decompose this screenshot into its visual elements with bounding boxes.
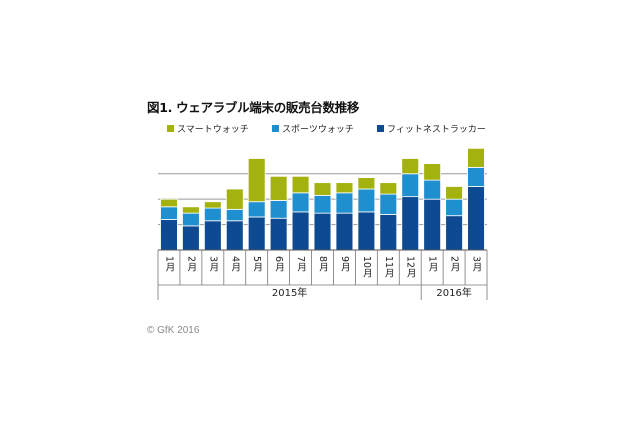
bar-fitness-tracker-2: [182, 225, 200, 251]
legend-item-sports-watch: スポーツウォッチ: [272, 122, 354, 135]
year-label-0: 2015年: [272, 286, 307, 299]
bar-fitness-tracker-6: [269, 217, 288, 251]
legend-label-smartwatch: スマートウォッチ: [177, 125, 249, 135]
copyright-text: © GfK 2016: [147, 325, 200, 336]
bar-sports-watch-2: [182, 212, 200, 227]
bar-sports-watch-13: [423, 179, 442, 200]
bar-smartwatch-7: [291, 175, 310, 194]
bar-smartwatch-6: [269, 175, 288, 201]
bar-smartwatch-13: [423, 163, 442, 181]
legend-label-sports-watch: スポーツウォッチ: [282, 125, 354, 135]
bar-smartwatch-12: [401, 158, 420, 175]
bar-smartwatch-8: [313, 182, 332, 196]
legend-swatch-fitness-tracker: [377, 125, 384, 132]
x-tick-label-5: 5月: [251, 256, 263, 272]
bar-sports-watch-6: [269, 200, 288, 219]
legend-swatch-smartwatch: [167, 125, 174, 132]
x-tick-label-11: 11月: [383, 256, 395, 278]
bar-sports-watch-8: [313, 194, 332, 214]
x-tick-label-8: 8月: [317, 256, 329, 272]
bar-fitness-tracker-8: [313, 212, 332, 251]
bar-fitness-tracker-14: [445, 215, 463, 251]
legend-swatch-sports-watch: [272, 125, 279, 132]
x-tick-label-12: 12月: [405, 256, 417, 278]
bar-sports-watch-15: [467, 167, 485, 187]
bar-fitness-tracker-3: [203, 220, 222, 251]
x-tick-label-10: 10月: [361, 256, 373, 278]
x-tick-label-13: 1月: [427, 256, 439, 272]
bar-fitness-tracker-15: [467, 186, 485, 251]
bar-fitness-tracker-9: [335, 212, 354, 251]
x-tick-label-3: 3月: [207, 256, 219, 272]
legend: スマートウォッチ スポーツウォッチ フィットネストラッカー: [167, 122, 487, 136]
bar-smartwatch-2: [182, 206, 200, 214]
x-tick-label-6: 6月: [273, 256, 285, 272]
bar-smartwatch-4: [225, 188, 244, 210]
bar-sports-watch-1: [160, 206, 178, 220]
bar-sports-watch-7: [291, 192, 310, 213]
bar-sports-watch-10: [357, 188, 376, 213]
bar-smartwatch-10: [357, 177, 376, 190]
bar-sports-watch-14: [445, 198, 463, 217]
bar-fitness-tracker-13: [423, 198, 442, 251]
x-tick-label-1: 1月: [163, 256, 175, 272]
bar-smartwatch-1: [160, 198, 178, 208]
chart-title: 図1. ウェアラブル端末の販売台数推移: [147, 100, 360, 115]
year-label-1: 2016年: [436, 286, 471, 299]
bar-fitness-tracker-11: [379, 214, 398, 251]
bar-fitness-tracker-12: [401, 196, 420, 251]
bar-sports-watch-3: [203, 207, 222, 222]
x-tick-label-2: 2月: [185, 256, 197, 272]
legend-item-smartwatch: スマートウォッチ: [167, 122, 249, 135]
x-tick-label-9: 9月: [339, 256, 351, 272]
bar-fitness-tracker-7: [291, 211, 310, 251]
bar-sports-watch-11: [379, 193, 398, 215]
bar-sports-watch-4: [225, 208, 244, 222]
bar-fitness-tracker-10: [357, 211, 376, 251]
bar-smartwatch-5: [247, 158, 266, 203]
bar-fitness-tracker-5: [247, 216, 266, 251]
bar-sports-watch-12: [401, 173, 420, 198]
legend-label-fitness-tracker: フィットネストラッカー: [387, 125, 486, 135]
bar-smartwatch-11: [379, 182, 398, 195]
bar-fitness-tracker-4: [225, 220, 244, 251]
bar-fitness-tracker-1: [160, 219, 178, 251]
x-tick-label-14: 2月: [449, 256, 461, 272]
bar-smartwatch-14: [445, 186, 463, 200]
bar-smartwatch-3: [203, 201, 222, 209]
bar-sports-watch-5: [247, 201, 266, 218]
bar-smartwatch-9: [335, 182, 354, 194]
bar-smartwatch-15: [467, 147, 485, 168]
bar-sports-watch-9: [335, 192, 354, 214]
legend-item-fitness-tracker: フィットネストラッカー: [377, 122, 486, 135]
x-tick-label-7: 7月: [295, 256, 307, 272]
x-tick-label-4: 4月: [229, 256, 241, 272]
x-tick-label-15: 3月: [471, 256, 483, 272]
